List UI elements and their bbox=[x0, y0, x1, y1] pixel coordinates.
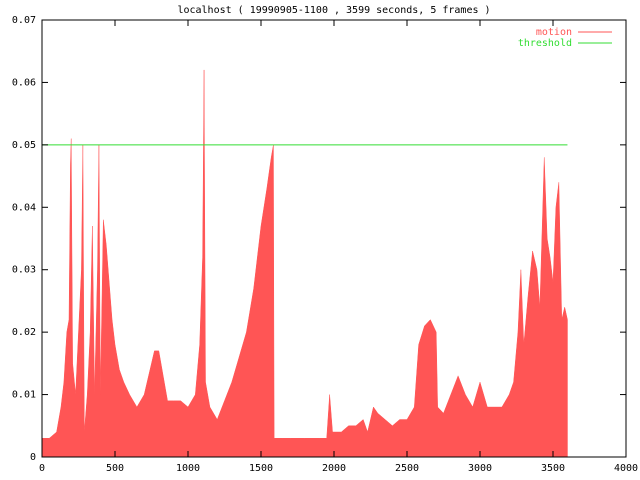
motion-area bbox=[41, 69, 568, 458]
y-tick-label: 0.01 bbox=[12, 390, 36, 401]
x-tick-label: 3500 bbox=[541, 463, 565, 474]
y-tick-label: 0.02 bbox=[12, 327, 36, 338]
x-tick-label: 2000 bbox=[322, 463, 346, 474]
x-tick-label: 4000 bbox=[614, 463, 638, 474]
x-tick-label: 0 bbox=[39, 463, 45, 474]
x-tick-label: 500 bbox=[106, 463, 124, 474]
y-tick-label: 0 bbox=[30, 452, 36, 463]
x-tick-label: 3000 bbox=[468, 463, 492, 474]
x-tick-label: 1000 bbox=[176, 463, 200, 474]
legend-label: threshold bbox=[518, 38, 572, 49]
y-tick-label: 0.04 bbox=[12, 202, 36, 213]
x-tick-label: 1500 bbox=[249, 463, 273, 474]
y-tick-label: 0.06 bbox=[12, 77, 36, 88]
legend-label: motion bbox=[536, 27, 572, 38]
x-tick-label: 2500 bbox=[395, 463, 419, 474]
chart-title: localhost ( 19990905-1100 , 3599 seconds… bbox=[177, 5, 490, 16]
y-tick-label: 0.05 bbox=[12, 140, 36, 151]
y-tick-label: 0.03 bbox=[12, 265, 36, 276]
y-tick-label: 0.07 bbox=[12, 15, 36, 26]
